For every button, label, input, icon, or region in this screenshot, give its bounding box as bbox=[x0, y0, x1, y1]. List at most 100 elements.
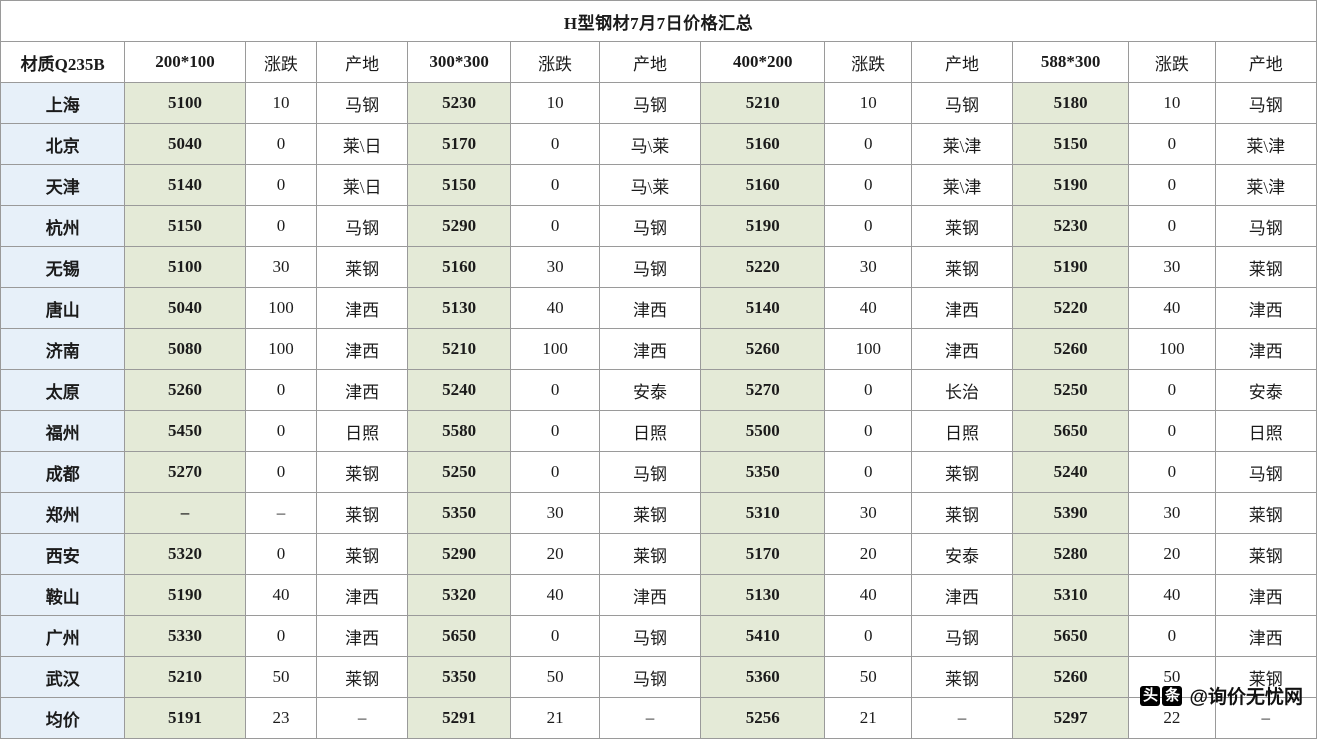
cell-price: 5410 bbox=[700, 615, 826, 657]
cell-change: 50 bbox=[1128, 656, 1216, 698]
cell-origin: 莱钢 bbox=[910, 656, 1014, 698]
cell-price: 5220 bbox=[700, 246, 826, 288]
cell-price: 5650 bbox=[406, 615, 512, 657]
cell-change: 0 bbox=[510, 164, 600, 206]
cell-price: 5100 bbox=[124, 82, 246, 124]
cell-origin: 莱\日 bbox=[316, 164, 408, 206]
cell-change: 0 bbox=[824, 123, 912, 165]
cell-origin: 马\莱 bbox=[598, 164, 702, 206]
cell-price: 5100 bbox=[124, 246, 246, 288]
cell-change: 0 bbox=[244, 205, 318, 247]
cell-change: 20 bbox=[1128, 533, 1216, 575]
cell-origin: 长治 bbox=[910, 369, 1014, 411]
cell-origin: 津西 bbox=[316, 369, 408, 411]
cell-price: 5220 bbox=[1012, 287, 1130, 329]
row-city: 杭州 bbox=[0, 205, 126, 247]
table-row: 广州 5330 0 津西 5650 0 马钢 5410 0 马钢 5650 0 … bbox=[0, 615, 1317, 657]
cell-change: 0 bbox=[1128, 123, 1216, 165]
cell-price: 5250 bbox=[1012, 369, 1130, 411]
cell-price: 5210 bbox=[406, 328, 512, 370]
cell-price: 5450 bbox=[124, 410, 246, 452]
cell-change: 40 bbox=[510, 287, 600, 329]
table-row: 鞍山 5190 40 津西 5320 40 津西 5130 40 津西 5310… bbox=[0, 574, 1317, 616]
cell-price: 5390 bbox=[1012, 492, 1130, 534]
row-city: 均价 bbox=[0, 697, 126, 739]
row-city: 广州 bbox=[0, 615, 126, 657]
cell-price: 5191 bbox=[124, 697, 246, 739]
cell-origin: 马钢 bbox=[598, 451, 702, 493]
cell-change: 0 bbox=[1128, 410, 1216, 452]
cell-origin: 马钢 bbox=[910, 82, 1014, 124]
cell-price: 5150 bbox=[124, 205, 246, 247]
cell-change: 0 bbox=[244, 123, 318, 165]
cell-origin: 莱\津 bbox=[1214, 123, 1317, 165]
cell-change: 50 bbox=[244, 656, 318, 698]
cell-change: 30 bbox=[824, 246, 912, 288]
cell-price: 5240 bbox=[1012, 451, 1130, 493]
cell-change: 0 bbox=[510, 615, 600, 657]
cell-change: 40 bbox=[824, 287, 912, 329]
cell-origin: 莱钢 bbox=[598, 533, 702, 575]
table-row: 武汉 5210 50 莱钢 5350 50 马钢 5360 50 莱钢 5260… bbox=[0, 656, 1317, 698]
cell-change: 0 bbox=[244, 615, 318, 657]
cell-origin: 莱钢 bbox=[910, 246, 1014, 288]
cell-origin: 津西 bbox=[598, 287, 702, 329]
cell-price: 5190 bbox=[1012, 246, 1130, 288]
cell-price: 5190 bbox=[700, 205, 826, 247]
header-row: 材质Q235B 200*100 涨跌 产地 300*300 涨跌 产地 400*… bbox=[0, 41, 1317, 83]
cell-change: 50 bbox=[510, 656, 600, 698]
cell-change: 22 bbox=[1128, 697, 1216, 739]
cell-price: 5150 bbox=[1012, 123, 1130, 165]
cell-origin: 津西 bbox=[910, 328, 1014, 370]
page-title: H型钢材7月7日价格汇总 bbox=[0, 0, 1317, 42]
cell-origin: 日照 bbox=[598, 410, 702, 452]
cell-price: 5260 bbox=[1012, 328, 1130, 370]
cell-price: 5240 bbox=[406, 369, 512, 411]
cell-change: 0 bbox=[510, 123, 600, 165]
cell-origin: 马钢 bbox=[1214, 82, 1317, 124]
cell-price: 5170 bbox=[406, 123, 512, 165]
cell-change: 20 bbox=[824, 533, 912, 575]
row-city: 唐山 bbox=[0, 287, 126, 329]
table-row: 唐山 5040 100 津西 5130 40 津西 5140 40 津西 522… bbox=[0, 287, 1317, 329]
cell-price: 5256 bbox=[700, 697, 826, 739]
cell-change: 0 bbox=[824, 205, 912, 247]
table-row: 北京 5040 0 莱\日 5170 0 马\莱 5160 0 莱\津 5150… bbox=[0, 123, 1317, 165]
cell-change: 40 bbox=[510, 574, 600, 616]
cell-price: 5210 bbox=[700, 82, 826, 124]
table-row: 成都 5270 0 莱钢 5250 0 马钢 5350 0 莱钢 5240 0 … bbox=[0, 451, 1317, 493]
cell-price: 5650 bbox=[1012, 410, 1130, 452]
cell-origin: 莱钢 bbox=[1214, 533, 1317, 575]
cell-change: 0 bbox=[824, 451, 912, 493]
table-row: 无锡 5100 30 莱钢 5160 30 马钢 5220 30 莱钢 5190… bbox=[0, 246, 1317, 288]
table-row: 福州 5450 0 日照 5580 0 日照 5500 0 日照 5650 0 … bbox=[0, 410, 1317, 452]
cell-price: 5180 bbox=[1012, 82, 1130, 124]
header-change-1: 涨跌 bbox=[244, 41, 318, 83]
cell-price: 5310 bbox=[1012, 574, 1130, 616]
cell-origin: 马钢 bbox=[598, 656, 702, 698]
header-material: 材质Q235B bbox=[0, 41, 126, 83]
cell-price: 5320 bbox=[124, 533, 246, 575]
cell-origin: 日照 bbox=[910, 410, 1014, 452]
cell-change: 40 bbox=[1128, 287, 1216, 329]
cell-origin: 马钢 bbox=[598, 82, 702, 124]
cell-origin: – bbox=[598, 697, 702, 739]
cell-price: 5297 bbox=[1012, 697, 1130, 739]
cell-change: 30 bbox=[510, 246, 600, 288]
table-row: 济南 5080 100 津西 5210 100 津西 5260 100 津西 5… bbox=[0, 328, 1317, 370]
cell-origin: 莱\日 bbox=[316, 123, 408, 165]
cell-change: 0 bbox=[824, 369, 912, 411]
cell-origin: 马钢 bbox=[1214, 451, 1317, 493]
cell-change: 0 bbox=[1128, 205, 1216, 247]
cell-change: 30 bbox=[510, 492, 600, 534]
header-spec-4: 588*300 bbox=[1012, 41, 1130, 83]
cell-origin: 莱钢 bbox=[1214, 656, 1317, 698]
table-row: 太原 5260 0 津西 5240 0 安泰 5270 0 长治 5250 0 … bbox=[0, 369, 1317, 411]
cell-origin: 津西 bbox=[598, 328, 702, 370]
cell-change: 0 bbox=[1128, 451, 1216, 493]
cell-change: 10 bbox=[244, 82, 318, 124]
cell-change: 21 bbox=[510, 697, 600, 739]
cell-change: 40 bbox=[1128, 574, 1216, 616]
table-row: 杭州 5150 0 马钢 5290 0 马钢 5190 0 莱钢 5230 0 … bbox=[0, 205, 1317, 247]
cell-origin: 马钢 bbox=[598, 205, 702, 247]
